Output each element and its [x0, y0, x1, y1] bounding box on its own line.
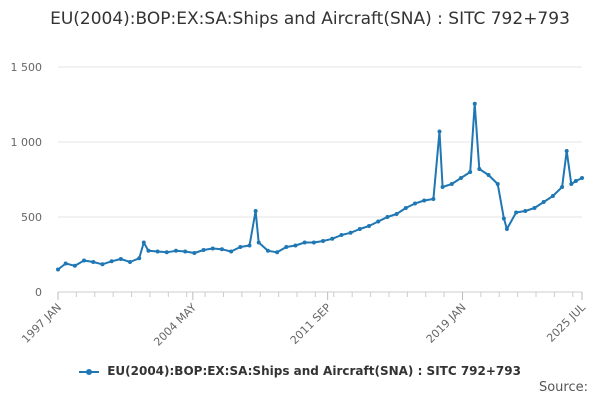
data-point [560, 185, 565, 189]
data-point [403, 206, 408, 210]
data-point [256, 240, 261, 245]
data-point [504, 227, 509, 231]
data-point [532, 206, 537, 210]
data-point [573, 179, 578, 183]
x-tick-label: 2004 MAY [151, 301, 199, 349]
data-point [580, 176, 584, 180]
data-point [472, 101, 477, 106]
data-point [229, 249, 234, 254]
data-point [550, 194, 555, 198]
x-tick-label: 2019 JAN [424, 301, 469, 346]
data-point [367, 224, 372, 228]
data-point [501, 216, 506, 221]
data-point [63, 261, 68, 266]
chart-title: EU(2004):BOP:EX:SA:Ships and Aircraft(SN… [50, 9, 570, 29]
x-tick-label: 1997 JAN [19, 301, 64, 346]
data-point [173, 248, 178, 253]
data-point [82, 258, 87, 263]
data-point [72, 263, 77, 268]
x-tick-label: 2011 SEP [288, 301, 334, 347]
data-point [449, 182, 454, 186]
legend[interactable]: EU(2004):BOP:EX:SA:Ships and Aircraft(SN… [0, 364, 600, 378]
data-point [91, 260, 96, 264]
data-point [210, 246, 215, 251]
data-point [238, 245, 243, 249]
y-tick-label: 1 000 [11, 136, 43, 149]
series-group [56, 101, 584, 272]
data-point [141, 240, 146, 245]
data-point [183, 249, 188, 254]
x-tick-label: 2025 JUL [544, 300, 588, 344]
data-point [302, 240, 307, 245]
data-point [458, 176, 463, 180]
data-point [284, 245, 289, 249]
legend-swatch [79, 367, 99, 377]
data-point [247, 243, 252, 248]
legend-label: EU(2004):BOP:EX:SA:Ships and Aircraft(SN… [107, 364, 521, 378]
data-point [339, 233, 344, 237]
data-point [128, 260, 133, 264]
data-point [275, 250, 280, 255]
data-point [486, 173, 491, 177]
series-line [57, 102, 583, 271]
data-point [164, 250, 169, 255]
data-point [265, 248, 270, 253]
data-point [431, 197, 436, 201]
data-point [311, 240, 316, 245]
data-point [468, 170, 473, 174]
data-point [569, 182, 574, 186]
data-point [357, 227, 362, 231]
data-point [564, 149, 569, 153]
data-point [422, 198, 427, 203]
data-point [201, 248, 206, 252]
data-point [495, 182, 500, 186]
data-point [437, 129, 442, 134]
data-point [412, 201, 417, 206]
y-tick-label: 500 [21, 211, 42, 224]
data-point [348, 230, 353, 235]
data-point [376, 219, 381, 224]
data-point [219, 247, 224, 252]
data-point [321, 239, 326, 243]
data-point [385, 215, 390, 219]
data-point [330, 236, 335, 241]
data-point [394, 212, 399, 216]
x-axis: 1997 JAN 2004 MAY 2011 SEP 2019 JAN 2025 JUL [19, 292, 589, 349]
source-label: Source: [538, 380, 588, 395]
data-point [100, 262, 105, 267]
y-tick-label: 0 [35, 286, 42, 299]
data-point [514, 210, 519, 215]
data-point [477, 167, 482, 171]
data-point [541, 200, 546, 204]
y-tick-label: 1 500 [11, 61, 43, 74]
y-axis: 0 500 1 000 1 500 [11, 61, 43, 299]
data-point [137, 256, 142, 261]
data-point [192, 251, 197, 255]
data-point [146, 248, 151, 253]
data-point [155, 249, 160, 254]
grid-lines [58, 66, 582, 293]
data-point [293, 243, 298, 248]
data-point [253, 209, 258, 213]
data-point [56, 267, 60, 272]
data-point [440, 185, 445, 189]
data-point [523, 209, 528, 213]
data-point [118, 257, 123, 261]
data-point [109, 259, 114, 264]
